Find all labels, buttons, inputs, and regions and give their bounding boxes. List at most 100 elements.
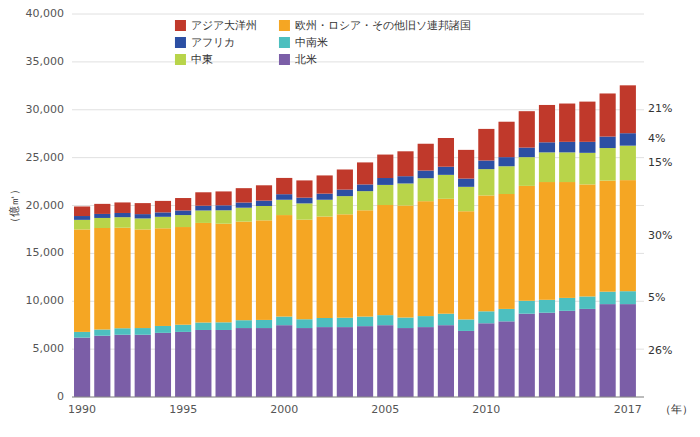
bar-segment — [296, 220, 312, 320]
bar-segment — [175, 215, 191, 227]
bar-segment — [236, 208, 252, 222]
bar-segment — [539, 105, 555, 142]
bar-segment — [317, 327, 333, 397]
bar-segment — [438, 199, 454, 314]
bar-segment — [478, 195, 494, 311]
x-tick-label: 1995 — [169, 403, 197, 416]
grid-line — [72, 61, 644, 62]
bar-segment — [74, 338, 90, 397]
series — [74, 133, 636, 220]
bar-segment — [276, 200, 292, 215]
bar-segment — [317, 200, 333, 217]
legend-label: 中東 — [191, 53, 213, 66]
bar-segment — [377, 185, 393, 205]
bar-segment — [135, 203, 151, 214]
bar-segment — [519, 111, 535, 147]
bar-segment — [397, 328, 413, 397]
legend-swatch — [279, 37, 290, 48]
bar-segment — [337, 169, 353, 189]
bar-segment — [256, 220, 272, 320]
bar-segment — [418, 327, 434, 397]
bar-segment — [620, 85, 636, 133]
bar-segment — [276, 215, 292, 316]
bar-segment — [296, 328, 312, 397]
bar-segment — [155, 326, 171, 333]
bar-segment — [458, 187, 474, 211]
bar-segment — [498, 122, 514, 157]
bar-segment — [195, 223, 211, 323]
bar-segment — [478, 169, 494, 195]
bar-segment — [397, 206, 413, 318]
bar-segment — [559, 142, 575, 153]
bar-segment — [418, 178, 434, 201]
bar-segment — [175, 198, 191, 210]
bar-segment — [539, 182, 555, 300]
legend-swatch — [175, 37, 186, 48]
bar-segment — [498, 157, 514, 166]
bar-segment — [195, 210, 211, 222]
bar-segment — [74, 216, 90, 220]
bar-segment — [74, 229, 90, 331]
bar-segment — [337, 318, 353, 327]
bar-segment — [256, 320, 272, 328]
bar-segment — [357, 317, 373, 327]
bar-segment — [600, 93, 616, 136]
bar-segment — [114, 328, 130, 335]
bar-segment — [539, 300, 555, 313]
bar-segment — [175, 332, 191, 397]
bar-segment — [276, 317, 292, 326]
grid-line — [72, 109, 644, 110]
bar-segment — [397, 183, 413, 205]
bar-segment — [236, 188, 252, 202]
bar-segment — [559, 182, 575, 298]
bar-segment — [256, 201, 272, 206]
bar-segment — [296, 203, 312, 219]
bar-segment — [94, 218, 110, 228]
bar-segment — [337, 196, 353, 214]
bar-segment — [135, 335, 151, 397]
bar-segment — [216, 330, 232, 397]
bar-segment — [498, 321, 514, 397]
bar-segment — [458, 179, 474, 187]
bar-segment — [155, 217, 171, 228]
bar-segment — [155, 228, 171, 326]
bar-segment — [195, 192, 211, 205]
bar-segment — [236, 203, 252, 208]
annotation: 15% — [648, 156, 672, 169]
x-axis-label: （年） — [660, 403, 693, 416]
bar-segment — [600, 304, 616, 397]
annotation: 21% — [648, 102, 672, 115]
bar-segment — [377, 178, 393, 185]
legend-swatch — [279, 54, 290, 65]
x-tick-label: 2005 — [371, 403, 399, 416]
grid-line — [72, 157, 644, 158]
bar-segment — [195, 206, 211, 211]
bar-segment — [155, 333, 171, 397]
bar-segment — [135, 218, 151, 229]
y-tick-label: 35,000 — [26, 55, 65, 68]
bar-segment — [114, 202, 130, 213]
bar-segment — [317, 194, 333, 200]
bar-segment — [620, 291, 636, 304]
bar-segment — [478, 160, 494, 169]
legend-label: 欧州・ロシア・その他旧ソ連邦諸国 — [295, 19, 471, 32]
bar-segment — [519, 148, 535, 158]
legend-item: アフリカ — [175, 36, 235, 49]
annotation: 5% — [648, 291, 665, 304]
bar-segment — [94, 329, 110, 335]
bar-segment — [357, 184, 373, 191]
legend: アジア大洋州アフリカ中東欧州・ロシア・その他旧ソ連邦諸国中南米北米 — [175, 19, 471, 66]
y-tick-label: 20,000 — [26, 199, 65, 212]
bar-segment — [438, 314, 454, 325]
bars — [74, 85, 636, 397]
bar-segment — [175, 325, 191, 332]
legend-item: 中東 — [175, 53, 213, 66]
legend-label: アフリカ — [191, 36, 235, 49]
bar-segment — [357, 326, 373, 397]
x-tick-label: 2000 — [270, 403, 298, 416]
bar-segment — [600, 292, 616, 304]
bar-segment — [519, 157, 535, 186]
bar-segment — [458, 211, 474, 319]
bar-segment — [519, 301, 535, 314]
x-tick-label: 1990 — [68, 403, 96, 416]
